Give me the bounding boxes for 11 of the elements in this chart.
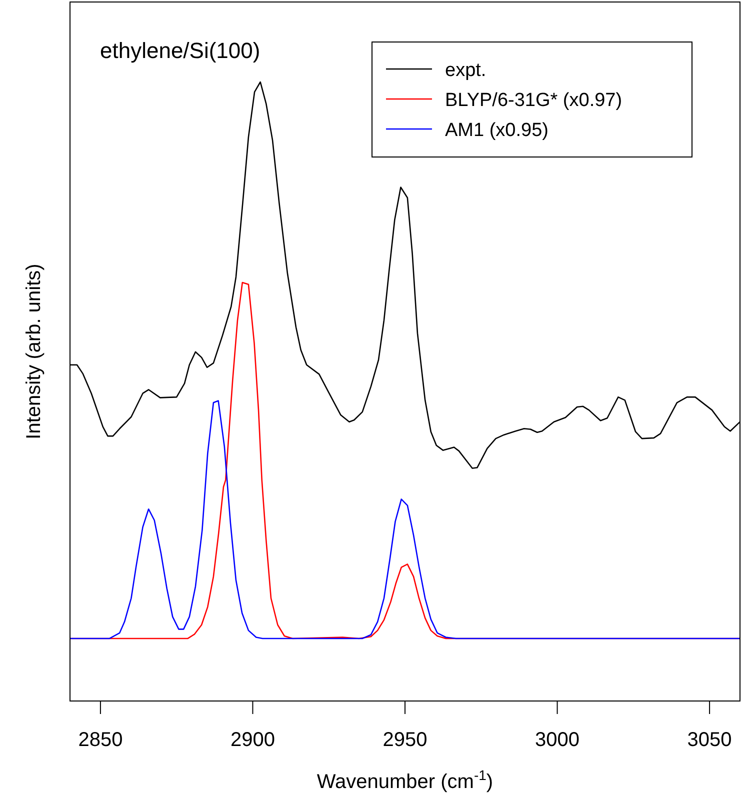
legend-label: expt. (445, 60, 486, 81)
chart-title: ethylene/Si(100) (100, 38, 260, 63)
x-tick-label: 3000 (535, 729, 580, 751)
legend-label: AM1 (x0.95) (445, 120, 548, 141)
x-tick-label: 2850 (78, 729, 123, 751)
x-axis-title: Wavenumber (cm$^{-1}$) (316, 767, 494, 793)
x-tick-label: 3050 (687, 729, 732, 751)
legend-label: BLYP/6-31G* (x0.97) (445, 90, 622, 111)
x-tick-label: 2950 (382, 729, 428, 751)
x-tick-label: 2900 (230, 729, 275, 751)
y-axis-title: Intensity (arb. units) (23, 264, 45, 440)
